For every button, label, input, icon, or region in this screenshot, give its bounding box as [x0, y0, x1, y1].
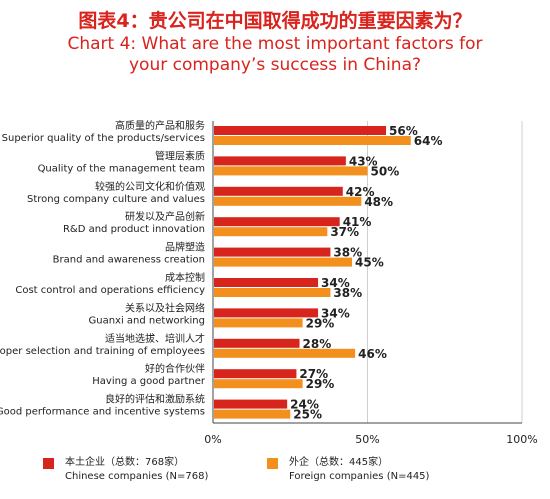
value-label-chinese: 56% — [389, 124, 418, 138]
legend-swatch-foreign — [267, 458, 278, 469]
category-label-zh: 研发以及产品创新 — [125, 210, 205, 223]
bar-chinese — [214, 369, 297, 379]
bar-chinese — [214, 217, 340, 227]
legend-swatch-chinese — [43, 458, 54, 469]
bar-foreign — [214, 318, 303, 328]
category-label-en: Cost control and operations efficiency — [15, 285, 205, 296]
bar-chinese — [214, 186, 343, 196]
category-label-en: Having a good partner — [92, 376, 206, 387]
bar-foreign — [214, 257, 353, 267]
category-label-en: Proper selection and training of employe… — [0, 346, 205, 357]
bar-chinese — [214, 338, 300, 348]
value-label-foreign: 64% — [414, 134, 443, 148]
legend-chinese-en: Chinese companies (N=768) — [65, 471, 209, 482]
category-label-zh: 良好的评估和激励系统 — [105, 393, 205, 406]
category-label-zh: 品牌塑造 — [165, 241, 205, 254]
category-label-zh: 较强的公司文化和价值观 — [95, 180, 205, 193]
bar-chinese — [214, 308, 319, 318]
value-label-foreign: 45% — [355, 256, 384, 270]
legend-chinese-zh: 本土企业（总数：768家） — [65, 457, 185, 468]
value-label-foreign: 37% — [330, 225, 359, 239]
category-label-zh: 管理层素质 — [155, 149, 205, 162]
value-label-foreign: 29% — [306, 316, 335, 330]
chart-title-zh: 图表4：贵公司在中国取得成功的重要因素为？ — [78, 10, 472, 32]
bar-foreign — [214, 227, 328, 237]
category-label-zh: 关系以及社会网络 — [125, 301, 205, 314]
value-label-chinese: 34% — [321, 306, 350, 320]
value-label-chinese: 28% — [303, 337, 332, 351]
category-label-zh: 成本控制 — [165, 271, 205, 284]
chart-title-en-line1: Chart 4: What are the most important fac… — [67, 34, 483, 54]
bar-chinese — [214, 156, 346, 166]
legend-foreign-en: Foreign companies (N=445) — [289, 471, 430, 482]
value-label-foreign: 29% — [306, 377, 335, 391]
category-label-en: R&D and product innovation — [63, 224, 205, 235]
bar-foreign — [214, 348, 356, 358]
legend-foreign-zh: 外企（总数：445家） — [289, 457, 389, 468]
category-label-en: Brand and awareness creation — [53, 255, 205, 266]
value-label-chinese: 24% — [290, 398, 319, 412]
bar-chinese — [214, 278, 319, 287]
chart-title-en-line2: your company’s success in China? — [128, 55, 422, 75]
x-tick-label: 0% — [204, 433, 221, 446]
category-label-en: Superior quality of the products/service… — [2, 133, 205, 144]
value-label-foreign: 25% — [293, 408, 322, 422]
bar-foreign — [214, 196, 362, 206]
legend-foreign: 外企（总数：445家） Foreign companies (N=445) — [267, 456, 429, 484]
category-label-zh: 适当地选拔、培训人才 — [105, 332, 205, 345]
category-label-en: Quality of the management team — [38, 163, 205, 174]
value-label-chinese: 41% — [343, 215, 372, 229]
category-label-en: Strong company culture and values — [27, 194, 205, 205]
value-label-foreign: 48% — [364, 195, 393, 209]
category-label-zh: 好的合作伙伴 — [145, 362, 205, 375]
category-label-en: Good performance and incentive systems — [0, 407, 205, 418]
value-label-foreign: 50% — [371, 164, 400, 178]
value-label-chinese: 34% — [321, 276, 350, 290]
value-label-chinese: 43% — [349, 154, 378, 168]
bar-foreign — [214, 136, 411, 145]
bar-chinese — [214, 399, 288, 409]
x-tick-label: 100% — [506, 433, 537, 446]
category-label-en: Guanxi and networking — [89, 315, 206, 326]
bar-foreign — [214, 166, 368, 176]
value-label-chinese: 27% — [299, 367, 328, 381]
legend-chinese: 本土企业（总数：768家） Chinese companies (N=768) — [43, 456, 208, 484]
value-label-foreign: 46% — [358, 347, 387, 361]
value-label-chinese: 42% — [346, 185, 375, 199]
x-tick-label: 50% — [355, 433, 379, 446]
bar-foreign — [214, 379, 303, 389]
value-label-chinese: 38% — [333, 246, 362, 260]
category-label-zh: 高质量的产品和服务 — [115, 119, 205, 132]
bar-chinese — [214, 247, 331, 257]
value-label-foreign: 38% — [333, 286, 362, 300]
bar-chinese — [214, 126, 387, 135]
bar-foreign — [214, 288, 331, 297]
bar-foreign — [214, 409, 291, 419]
